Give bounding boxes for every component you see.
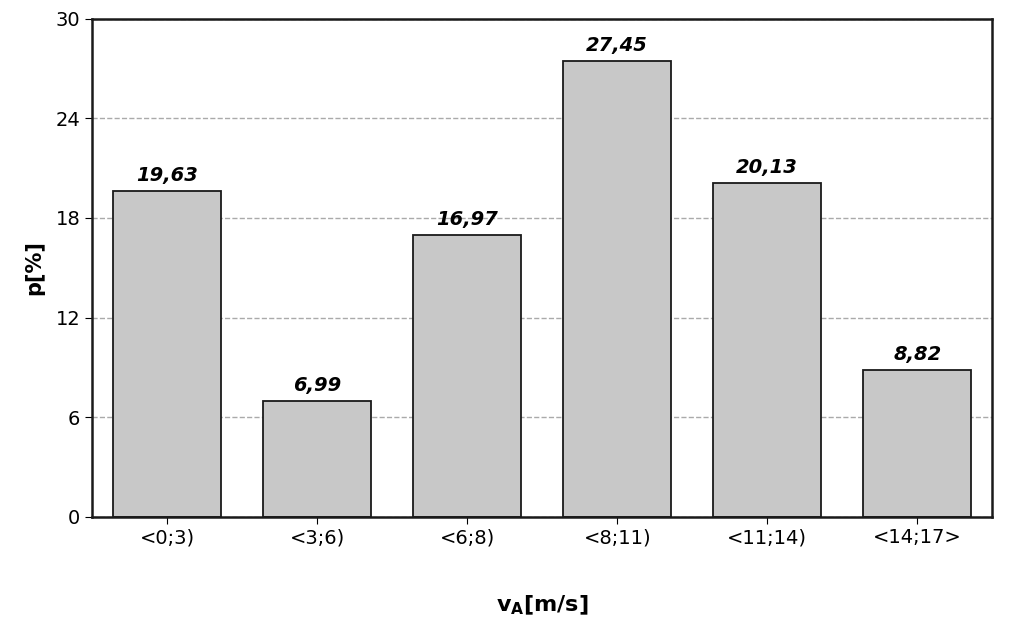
Text: 16,97: 16,97 bbox=[436, 210, 498, 229]
Bar bbox=[713, 183, 821, 517]
Text: 27,45: 27,45 bbox=[586, 37, 649, 55]
Text: v$_\mathregular{A}$[m/s]: v$_\mathregular{A}$[m/s] bbox=[496, 593, 588, 617]
Bar bbox=[114, 191, 221, 517]
Text: 19,63: 19,63 bbox=[136, 166, 198, 185]
Bar bbox=[863, 370, 971, 517]
Text: 20,13: 20,13 bbox=[737, 158, 798, 177]
Bar bbox=[413, 235, 521, 517]
Y-axis label: p[%]: p[%] bbox=[25, 240, 44, 295]
Text: 8,82: 8,82 bbox=[893, 345, 941, 365]
Text: 6,99: 6,99 bbox=[293, 376, 342, 395]
Bar bbox=[564, 61, 671, 517]
Bar bbox=[263, 401, 371, 517]
